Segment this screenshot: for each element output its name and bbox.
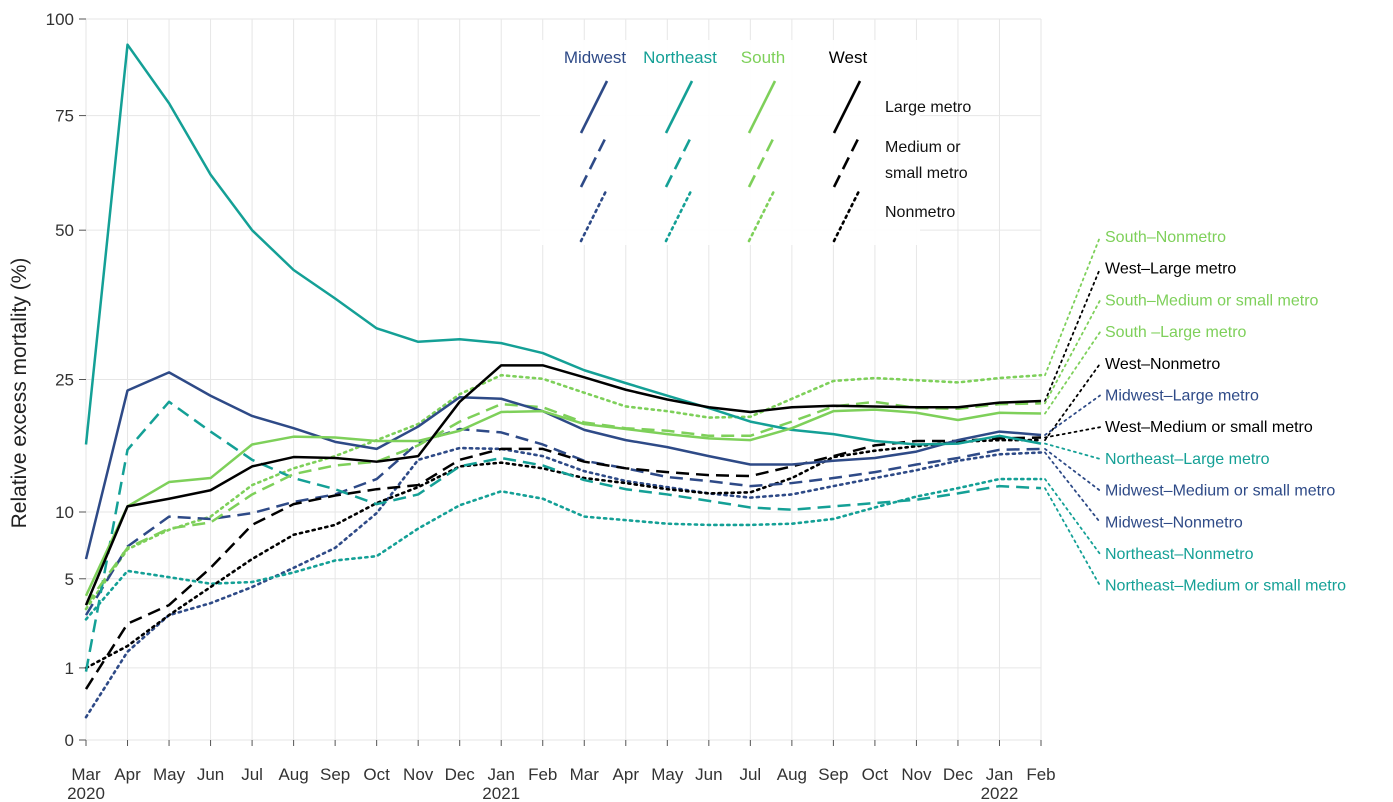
legend-swatch-west-large xyxy=(832,80,862,134)
end-label-northeast-nonmetro: Northeast–Nonmetro xyxy=(1105,546,1254,563)
x-tick-label: Nov xyxy=(901,765,932,784)
x-year-label: 2022 xyxy=(981,784,1019,802)
y-tick-label: 10 xyxy=(55,503,74,522)
end-label-leader xyxy=(1044,299,1101,405)
legend: Midwest Northeast South West Large metro Medi… xyxy=(564,48,971,243)
legend-swatch-northeast-large xyxy=(664,80,694,134)
legend-swatch-west-medium xyxy=(832,134,862,188)
x-tick-label: Sep xyxy=(818,765,848,784)
end-label-leader xyxy=(1044,331,1101,415)
x-tick-label: Jun xyxy=(197,765,224,784)
end-label-leader xyxy=(1044,267,1101,402)
legend-swatch-northeast-medium xyxy=(664,134,694,188)
legend-type-label-medium: Medium or xyxy=(885,139,961,156)
legend-backdrop xyxy=(540,40,920,245)
x-tick-label: Feb xyxy=(1026,765,1055,784)
x-tick-label: Jul xyxy=(739,765,761,784)
end-label-northeast-medium-or-small-metro: Northeast–Medium or small metro xyxy=(1105,578,1346,595)
end-label-west-large-metro: West–Large metro xyxy=(1105,261,1236,278)
end-label-leader xyxy=(1044,394,1101,436)
x-tick-label: Mar xyxy=(71,765,101,784)
x-tick-label: Aug xyxy=(777,765,807,784)
legend-swatch-west-non xyxy=(832,187,862,243)
end-label-leader xyxy=(1044,487,1101,587)
x-tick-label: Jun xyxy=(695,765,722,784)
end-label-south-large-metro: South –Large metro xyxy=(1105,324,1247,341)
x-tick-label: Jan xyxy=(488,765,515,784)
end-label-west-medium-or-small-metro: West–Medium or small metro xyxy=(1105,419,1313,436)
x-tick-label: Dec xyxy=(943,765,974,784)
legend-swatch-midwest-large xyxy=(579,80,609,134)
end-label-west-nonmetro: West–Nonmetro xyxy=(1105,356,1220,373)
y-tick-label: 5 xyxy=(65,570,74,589)
series-line-northeast-large-metro xyxy=(84,43,1042,446)
series-line-midwest-medium-or-small-metro xyxy=(84,427,1042,616)
x-axis: Mar Apr May Jun Jul Aug Sep Oct Nov Dec Jan Feb Mar A… xyxy=(67,740,1056,802)
legend-swatch-midwest-non xyxy=(579,187,609,243)
end-label-midwest-nonmetro: Midwest–Nonmetro xyxy=(1105,514,1243,531)
series-line-midwest-nonmetro xyxy=(84,446,1043,719)
x-year-label: 2021 xyxy=(482,784,520,802)
x-tick-label: May xyxy=(153,765,186,784)
legend-swatch-midwest-medium xyxy=(579,134,609,188)
series-line-midwest-large-metro xyxy=(84,371,1042,560)
legend-box xyxy=(540,40,920,245)
y-tick-label: 75 xyxy=(55,107,74,126)
x-tick-label: Aug xyxy=(278,765,308,784)
legend-type-label-large: Large metro xyxy=(885,99,971,116)
legend-type-label-medium: small metro xyxy=(885,165,968,182)
x-tick-label: Oct xyxy=(363,765,390,784)
legend-region-northeast: Northeast xyxy=(643,48,717,67)
legend-type-label-non: Nonmetro xyxy=(885,204,955,221)
x-tick-label: Apr xyxy=(114,765,141,784)
end-label-leader xyxy=(1044,448,1101,492)
x-tick-label: Apr xyxy=(613,765,640,784)
end-label-south-medium-or-small-metro: South–Medium or small metro xyxy=(1105,292,1319,309)
legend-swatch-northeast-non xyxy=(664,187,694,243)
x-tick-label: Nov xyxy=(403,765,434,784)
series-end-labels: South–Nonmetro West–Large metro South–Medi… xyxy=(1044,229,1346,595)
legend-region-midwest: Midwest xyxy=(564,48,627,67)
series-lines xyxy=(84,43,1043,719)
y-axis-label: Relative excess mortality (%) xyxy=(8,258,31,529)
end-label-midwest-large-metro: Midwest–Large metro xyxy=(1105,388,1259,405)
series-line-south-nonmetro xyxy=(84,373,1043,611)
series-line-south-large-metro xyxy=(84,408,1042,597)
end-label-midwest-medium-or-small-metro: Midwest–Medium or small metro xyxy=(1105,483,1335,500)
series-line-northeast-medium-or-small-metro xyxy=(84,400,1042,672)
series-line-south-medium-or-small-metro xyxy=(84,400,1042,606)
y-tick-label: 1 xyxy=(65,659,74,678)
y-tick-label: 25 xyxy=(55,371,74,390)
end-label-leader xyxy=(1044,236,1101,377)
series-line-northeast-nonmetro xyxy=(84,477,1043,621)
legend-region-west: West xyxy=(829,48,868,67)
x-tick-label: Feb xyxy=(528,765,557,784)
x-tick-label: Mar xyxy=(570,765,600,784)
end-label-south-nonmetro: South–Nonmetro xyxy=(1105,229,1226,246)
end-label-leader xyxy=(1044,478,1101,555)
legend-region-south: South xyxy=(741,48,785,67)
end-label-leader xyxy=(1044,362,1101,442)
x-tick-label: Sep xyxy=(320,765,350,784)
legend-swatch-south-non xyxy=(747,187,777,243)
end-label-leader xyxy=(1044,442,1101,460)
x-tick-label: May xyxy=(651,765,684,784)
series-line-west-large-metro xyxy=(84,364,1042,606)
series-line-west-medium-or-small-metro xyxy=(84,436,1042,690)
end-label-leader xyxy=(1044,451,1101,524)
y-tick-label: 100 xyxy=(46,10,74,29)
x-tick-label: Oct xyxy=(862,765,889,784)
x-year-label: 2020 xyxy=(67,784,105,802)
x-tick-label: Jan xyxy=(986,765,1013,784)
x-tick-label: Dec xyxy=(445,765,476,784)
x-tick-label: Jul xyxy=(241,765,263,784)
y-tick-label: 0 xyxy=(65,731,74,750)
grid-lines xyxy=(85,18,1042,741)
legend-swatch-south-large xyxy=(747,80,777,134)
y-tick-label: 50 xyxy=(55,221,74,240)
y-axis: 0 1 5 10 25 50 75 100 xyxy=(46,10,86,750)
end-label-northeast-large-metro: Northeast–Large metro xyxy=(1105,451,1270,468)
legend-swatch-south-medium xyxy=(747,134,777,188)
